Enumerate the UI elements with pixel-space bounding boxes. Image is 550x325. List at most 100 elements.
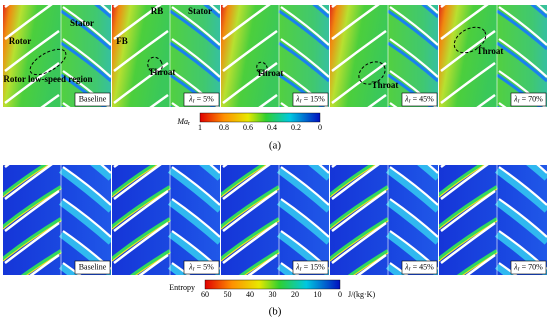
stator-blade	[427, 5, 438, 14]
colorbar-tick: 0	[318, 123, 322, 132]
stator-blade	[318, 165, 329, 174]
rotor-blade	[331, 189, 387, 232]
rotor-blade	[113, 29, 169, 72]
stator-blade	[62, 262, 82, 275]
low-speed	[530, 5, 547, 19]
wake	[456, 249, 499, 275]
wake	[3, 165, 4, 166]
low-speed	[387, 9, 438, 51]
rotor-blade	[331, 29, 387, 72]
wake	[20, 249, 63, 275]
wake	[3, 123, 61, 163]
stator-blade	[427, 165, 438, 174]
wake	[167, 199, 220, 245]
annotation: Throat	[477, 46, 504, 56]
stator-blade	[171, 102, 180, 107]
stator-blade	[498, 262, 518, 275]
label-text: = 15%	[302, 94, 326, 103]
rotor-blade	[222, 221, 278, 264]
symbol: Ma	[176, 117, 188, 126]
wake	[494, 263, 515, 275]
stator-blade	[389, 102, 398, 107]
wake	[330, 185, 390, 229]
rotor-blade	[258, 93, 278, 107]
case-box	[510, 92, 547, 107]
colorbar-tick: 1	[198, 123, 202, 132]
case-label: λr = 15%	[295, 262, 325, 273]
wake	[494, 199, 547, 245]
rotor-blade	[331, 5, 380, 40]
symbol: λ	[404, 94, 409, 103]
subscript: r	[518, 267, 520, 273]
wake	[112, 123, 170, 163]
subscript: r	[193, 267, 195, 273]
colorbar-unit: J/(kg·K)	[348, 290, 375, 299]
stator-blade	[171, 198, 220, 238]
wake	[439, 217, 499, 261]
contour-plot	[112, 123, 220, 275]
low-speed	[60, 9, 111, 51]
low-speed	[278, 41, 329, 83]
wake	[58, 263, 79, 275]
rotor-blade	[440, 221, 496, 264]
rotor-blade	[222, 61, 278, 104]
rotor-blade	[29, 253, 60, 275]
wake	[276, 167, 329, 213]
panel-label: (a)	[269, 140, 282, 152]
wake	[3, 185, 63, 229]
low-speed	[94, 5, 111, 19]
stator-blade	[280, 198, 329, 238]
contour-plot	[330, 5, 438, 107]
case-label: λr = 45%	[404, 94, 434, 105]
rotor-blade	[367, 93, 387, 107]
symbol: λ	[295, 262, 300, 271]
subscript: r	[518, 99, 520, 105]
rotor-blade	[440, 165, 446, 168]
rotor-blade	[4, 165, 53, 200]
colorbar-tick: 0.2	[291, 123, 301, 132]
low-speed	[61, 105, 64, 107]
rotor-field	[439, 5, 497, 107]
low-speed	[421, 5, 438, 19]
rotor-field	[112, 5, 170, 107]
rotor-blade	[149, 93, 169, 107]
low-speed	[497, 105, 500, 107]
rotor-blade	[222, 5, 271, 40]
rotor-blade	[113, 221, 169, 264]
stator-blade	[100, 5, 111, 14]
rotor-blade	[4, 61, 60, 104]
case-box	[401, 92, 438, 107]
rotor-blade	[113, 165, 162, 200]
wake	[112, 165, 158, 197]
stator-blade	[280, 262, 300, 275]
wake	[526, 165, 547, 181]
rotor-blade	[138, 253, 169, 275]
wake	[347, 249, 390, 275]
wake	[3, 165, 49, 197]
subscript: r	[409, 99, 411, 105]
stator-blade	[171, 6, 220, 46]
annotation: Throat	[257, 68, 284, 78]
rotor-blade	[222, 165, 271, 200]
rotor-field	[3, 5, 61, 107]
marker	[256, 61, 268, 75]
contour-plot	[439, 5, 547, 107]
annotation: Stator	[188, 6, 212, 16]
rotor-blade	[4, 5, 53, 40]
rotor-blade	[440, 29, 496, 72]
stator-blade	[389, 198, 438, 238]
subscript: r	[300, 99, 302, 105]
marker	[147, 56, 163, 74]
wake	[238, 249, 281, 275]
wake	[167, 263, 188, 275]
wake	[199, 165, 220, 181]
label-text: = 5%	[195, 94, 215, 103]
label-text: = 45%	[411, 94, 435, 103]
wake	[385, 167, 438, 213]
case-box	[510, 260, 547, 275]
colorbar-tick: 30	[269, 290, 277, 299]
stator-blade	[62, 6, 111, 46]
wake	[330, 217, 390, 261]
rotor-blade	[222, 189, 278, 232]
